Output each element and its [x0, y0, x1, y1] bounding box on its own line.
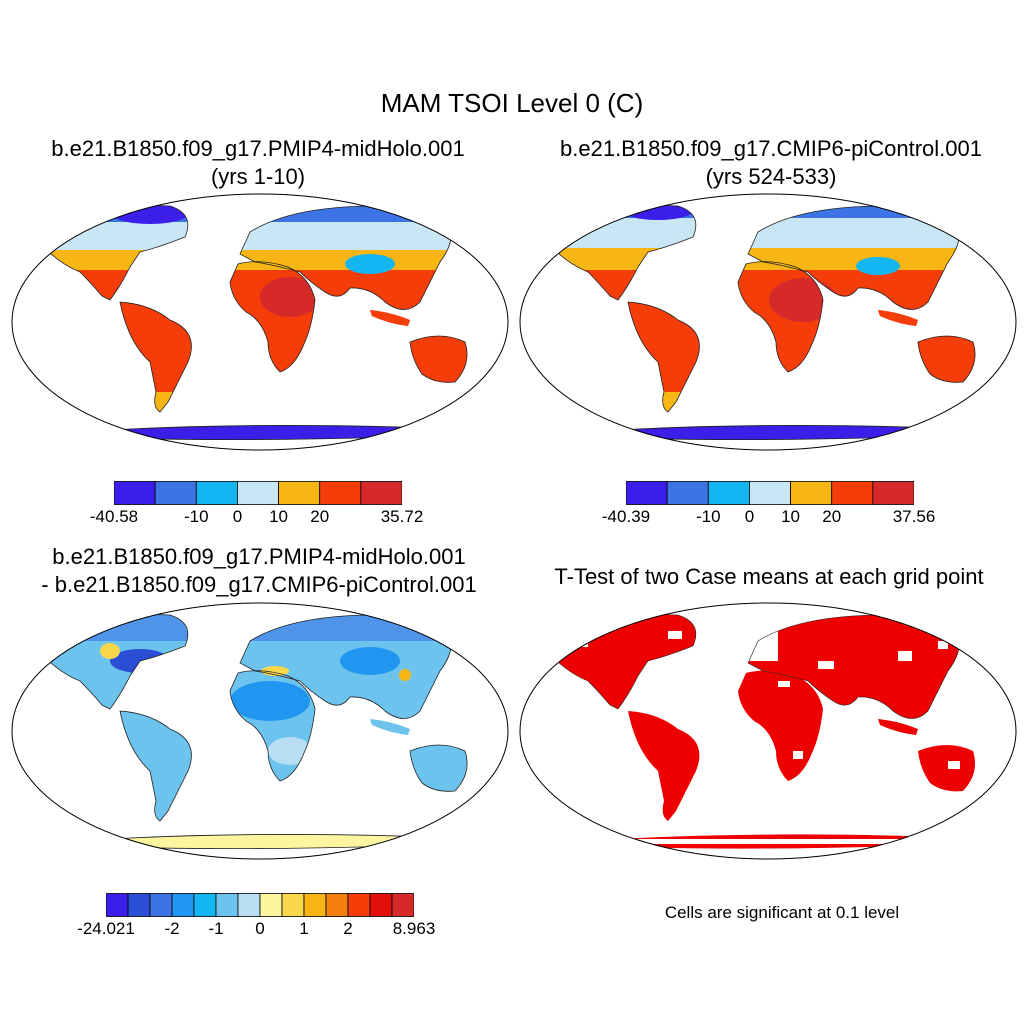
colorbar-box	[319, 481, 362, 505]
colorbar-label: 0	[744, 507, 755, 526]
panel-title-line2: - b.e21.B1850.f09_g17.CMIP6-piControl.00…	[41, 572, 477, 597]
colorbar-label: 0	[232, 507, 243, 526]
colorbar-box	[237, 481, 279, 505]
colorbar-box	[749, 481, 791, 505]
colorbar-label: 1	[299, 919, 309, 938]
colorbar-label: -10	[695, 507, 721, 526]
panel-title-midholo: b.e21.B1850.f09_g17.PMIP4-midHolo.001 (y…	[8, 135, 508, 191]
colorbar-label: 10	[781, 507, 801, 526]
colorbar-box	[325, 893, 349, 917]
colorbar-box	[790, 481, 833, 505]
figure-title: MAM TSOI Level 0 (C)	[380, 88, 644, 118]
colorbar-label: 20	[310, 507, 330, 526]
colorbar-box	[303, 893, 327, 917]
colorbar-boxes	[626, 481, 914, 505]
colorbar-boxes	[106, 893, 414, 917]
colorbar-box	[114, 481, 156, 505]
colorbar-box	[831, 481, 874, 505]
colorbar-box	[391, 893, 414, 917]
colorbar-box	[171, 893, 195, 917]
map-ttest	[519, 602, 1017, 860]
colorbar-box	[154, 481, 197, 505]
colorbar-box	[259, 893, 283, 917]
colorbar-box	[707, 481, 750, 505]
colorbar-label: -40.58	[89, 507, 139, 526]
colorbar-label: -24.021	[77, 919, 135, 938]
panel-title-line1: b.e21.B1850.f09_g17.CMIP6-piControl.001	[560, 136, 982, 161]
colorbar-label: -10	[183, 507, 209, 526]
map-midholo	[11, 193, 509, 451]
panel-title-line1: b.e21.B1850.f09_g17.PMIP4-midHolo.001	[51, 136, 465, 161]
panel-title-line1: b.e21.B1850.f09_g17.PMIP4-midHolo.001	[52, 544, 466, 569]
colorbar-label: 35.72	[380, 507, 424, 526]
colorbar-label: 10	[269, 507, 289, 526]
colorbar-label: 20	[822, 507, 842, 526]
colorbar-box	[127, 893, 151, 917]
panel-title-difference: b.e21.B1850.f09_g17.PMIP4-midHolo.001 - …	[4, 543, 514, 599]
colorbar-box	[106, 893, 129, 917]
colorbar-picontrol: -40.39 -10 0 10 20 37.56	[602, 481, 935, 529]
panel-title-line2: (yrs 1-10)	[210, 164, 306, 189]
panel-title-picontrol: b.e21.B1850.f09_g17.CMIP6-piControl.001 …	[516, 135, 1024, 191]
colorbar-box	[872, 481, 914, 505]
colorbar-box	[237, 893, 261, 917]
colorbar-label: 37.56	[892, 507, 936, 526]
colorbar-box	[626, 481, 668, 505]
colorbar-boxes	[114, 481, 402, 505]
map-difference	[11, 602, 509, 860]
significance-note: Cells are significant at 0.1 level	[664, 903, 900, 922]
map-picontrol	[519, 193, 1017, 451]
colorbar-box	[193, 893, 217, 917]
colorbar-box	[215, 893, 239, 917]
colorbar-difference: -24.021 -2 -1 0 1 2 8.963	[77, 893, 435, 941]
colorbar-label: -2	[164, 919, 180, 938]
panel-title-ttest: T-Test of two Case means at each grid po…	[554, 564, 984, 589]
colorbar-label: 0	[255, 919, 265, 938]
colorbar-label: 2	[343, 919, 353, 938]
colorbar-label: -40.39	[601, 507, 651, 526]
colorbar-box	[278, 481, 321, 505]
colorbar-box	[149, 893, 173, 917]
colorbar-box	[281, 893, 305, 917]
colorbar-label: 8.963	[392, 919, 436, 938]
colorbar-midholo: -40.58 -10 0 10 20 35.72	[90, 481, 423, 529]
colorbar-box	[347, 893, 371, 917]
colorbar-box	[666, 481, 709, 505]
panel-title-line2: (yrs 524-533)	[705, 164, 837, 189]
colorbar-label: -1	[208, 919, 224, 938]
colorbar-box	[369, 893, 393, 917]
colorbar-box	[360, 481, 402, 505]
colorbar-box	[195, 481, 238, 505]
